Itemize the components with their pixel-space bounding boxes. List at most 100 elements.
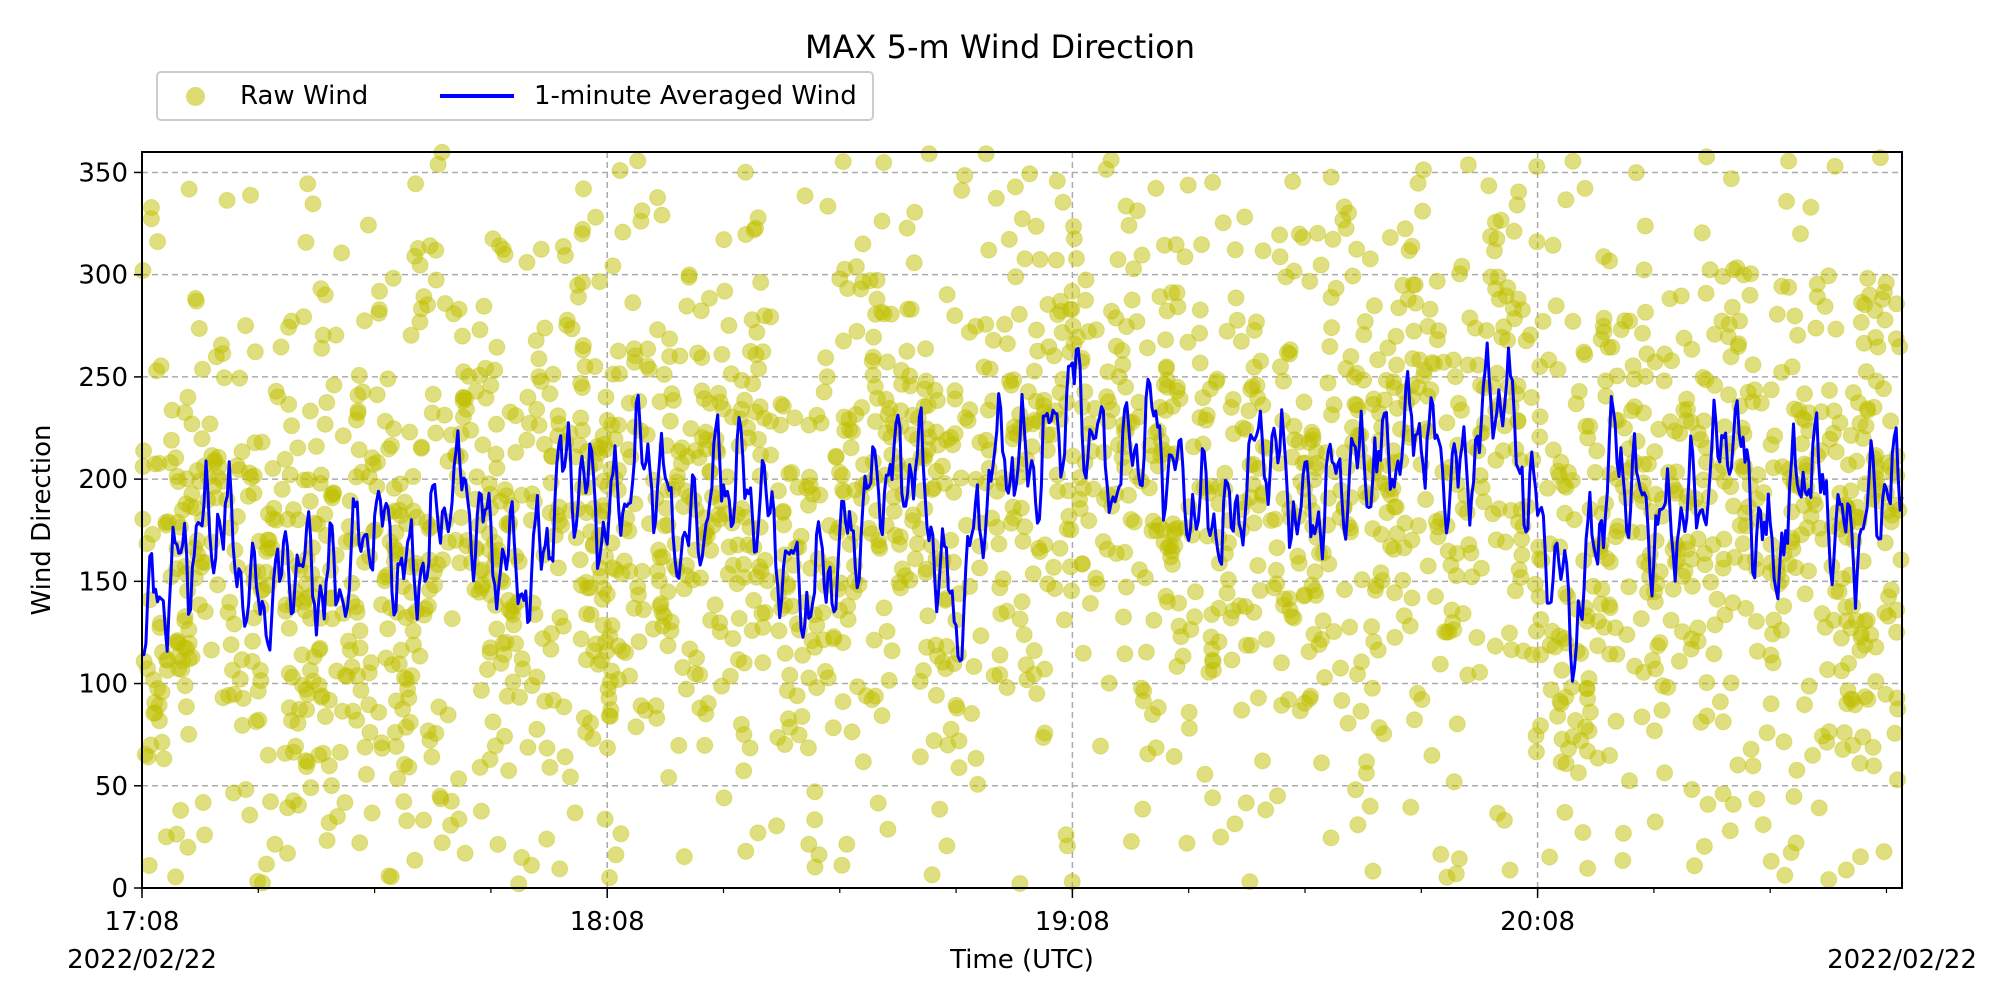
raw-wind-point <box>293 646 311 664</box>
raw-wind-point <box>1057 826 1075 844</box>
raw-wind-point <box>496 727 514 745</box>
raw-wind-point <box>1702 573 1720 591</box>
raw-wind-point <box>730 609 748 627</box>
raw-wind-point <box>349 386 367 404</box>
raw-wind-point <box>1319 374 1337 392</box>
raw-wind-point <box>1651 634 1669 652</box>
raw-wind-point <box>1301 272 1319 290</box>
raw-wind-point <box>854 235 872 253</box>
raw-wind-point <box>528 400 546 418</box>
raw-wind-point <box>1248 313 1265 331</box>
y-tick-label: 150 <box>78 567 128 597</box>
raw-wind-point <box>1693 224 1711 242</box>
x-tick-label: 20:08 <box>1500 907 1575 937</box>
raw-wind-point <box>1063 282 1081 300</box>
raw-wind-point <box>1837 861 1855 879</box>
raw-wind-point <box>651 548 669 566</box>
raw-wind-point <box>732 715 750 733</box>
raw-wind-point <box>1241 456 1259 474</box>
raw-wind-point <box>1714 713 1732 731</box>
raw-wind-point <box>456 844 474 862</box>
raw-wind-point <box>881 399 899 417</box>
raw-wind-point <box>488 459 506 477</box>
raw-wind-point <box>1170 594 1188 612</box>
raw-wind-point <box>245 484 263 502</box>
raw-wind-point <box>1074 644 1092 662</box>
raw-wind-point <box>350 441 368 459</box>
raw-wind-point <box>572 576 590 594</box>
raw-wind-point <box>1031 251 1049 268</box>
raw-wind-point <box>1316 669 1334 686</box>
raw-wind-point <box>385 420 403 438</box>
raw-wind-point <box>1191 301 1209 319</box>
raw-wind-point <box>659 637 677 655</box>
raw-wind-point <box>1403 589 1421 607</box>
raw-wind-point <box>828 524 846 542</box>
raw-wind-point <box>1720 386 1738 404</box>
raw-wind-point <box>1867 673 1885 690</box>
raw-wind-point <box>1722 170 1740 188</box>
raw-wind-point <box>873 212 891 230</box>
raw-wind-point <box>196 603 214 621</box>
raw-wind-point <box>1172 628 1190 646</box>
raw-wind-point <box>815 631 833 649</box>
raw-wind-point <box>1697 284 1715 302</box>
raw-wind-point <box>878 622 896 640</box>
raw-wind-point <box>1471 663 1489 681</box>
raw-wind-point <box>259 746 277 764</box>
raw-wind-point <box>155 750 173 768</box>
raw-wind-point <box>1762 852 1780 870</box>
raw-wind-point <box>1486 637 1504 655</box>
raw-wind-point <box>1808 275 1826 293</box>
raw-wind-point <box>938 837 956 855</box>
raw-wind-point <box>1820 267 1838 285</box>
raw-wind-point <box>925 732 943 750</box>
y-tick-label: 200 <box>78 465 128 495</box>
raw-wind-point <box>258 542 275 560</box>
raw-wind-point <box>451 554 469 572</box>
raw-wind-point <box>426 576 444 594</box>
raw-wind-point <box>1882 412 1900 430</box>
raw-wind-point <box>538 830 556 848</box>
raw-wind-point <box>167 449 185 467</box>
raw-wind-point <box>259 505 277 523</box>
raw-wind-point <box>928 647 946 665</box>
raw-wind-point <box>1049 306 1067 324</box>
raw-wind-point <box>212 336 230 354</box>
raw-wind-point <box>246 434 264 452</box>
raw-wind-point <box>427 241 445 259</box>
raw-wind-point <box>492 492 510 510</box>
raw-wind-point <box>681 640 699 658</box>
raw-wind-point <box>691 699 709 717</box>
raw-wind-point <box>1679 533 1696 551</box>
raw-wind-point <box>1557 191 1575 209</box>
raw-wind-point <box>793 708 811 725</box>
raw-wind-point <box>183 485 201 503</box>
raw-wind-point <box>1541 848 1559 866</box>
raw-wind-point <box>1254 752 1271 770</box>
raw-wind-point <box>318 394 336 411</box>
raw-wind-point <box>747 403 764 421</box>
raw-wind-point <box>1294 229 1312 246</box>
raw-wind-point <box>652 595 670 613</box>
raw-wind-point <box>1165 748 1183 765</box>
raw-wind-point <box>1381 229 1399 246</box>
raw-wind-point <box>1194 389 1212 407</box>
raw-wind-point <box>252 672 270 689</box>
raw-wind-point <box>1404 350 1422 368</box>
raw-wind-point <box>1601 252 1619 270</box>
raw-wind-point <box>671 347 689 365</box>
raw-wind-point <box>1363 679 1381 697</box>
raw-wind-point <box>554 238 572 255</box>
raw-wind-point <box>1387 327 1405 345</box>
raw-wind-point <box>1273 654 1290 672</box>
raw-wind-point <box>530 416 548 434</box>
raw-wind-point <box>1010 305 1028 323</box>
raw-wind-point <box>1454 605 1472 623</box>
raw-wind-point <box>702 611 720 629</box>
raw-wind-point <box>571 551 589 569</box>
raw-wind-point <box>244 632 262 650</box>
raw-wind-point <box>1888 295 1905 313</box>
raw-wind-point <box>528 720 546 738</box>
raw-wind-point <box>1768 305 1786 323</box>
